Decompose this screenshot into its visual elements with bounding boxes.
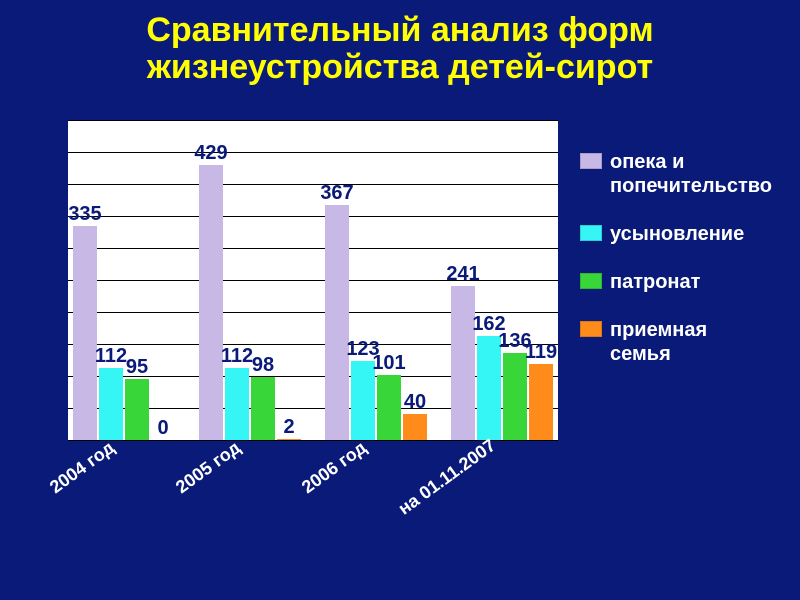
bar: 112 — [99, 368, 123, 440]
bar-group: 429112982 — [199, 165, 301, 440]
legend-item: опека ипопечительство — [580, 150, 772, 198]
bar-value-label: 95 — [126, 356, 148, 379]
bar-value-label: 119 — [525, 341, 557, 364]
bar-face — [73, 226, 97, 440]
bar: 98 — [251, 377, 275, 440]
bar: 101 — [377, 375, 401, 440]
legend: опека ипопечительство усыновление патронат… — [580, 150, 772, 390]
bar-face — [325, 205, 349, 440]
bar-face — [199, 165, 223, 440]
bar-face — [251, 377, 275, 440]
bar-face — [503, 353, 527, 440]
chart-plot-area: 0501001502002503003504004505003351129502… — [68, 120, 558, 440]
y-axis-tick: 450 — [32, 142, 62, 163]
bar-face — [451, 286, 475, 440]
legend-swatch — [580, 153, 602, 169]
bar: 2 — [277, 439, 301, 440]
legend-swatch — [580, 225, 602, 241]
y-axis-tick: 150 — [32, 334, 62, 355]
y-axis-tick: 250 — [32, 270, 62, 291]
bar-face — [99, 368, 123, 440]
legend-label: опека ипопечительство — [610, 150, 772, 198]
bar-group: 335112950 — [73, 226, 175, 440]
gridline — [68, 184, 558, 185]
bar-value-label: 335 — [68, 203, 101, 226]
x-axis-label: 2005 год — [171, 437, 244, 498]
bar-face — [277, 439, 301, 440]
bar-value-label: 429 — [194, 142, 227, 165]
gridline — [68, 120, 558, 121]
slide-title: Сравнительный анализ форм жизнеустройств… — [0, 0, 800, 87]
bar: 367 — [325, 205, 349, 440]
bar-value-label: 367 — [320, 182, 353, 205]
y-axis-tick: 350 — [32, 206, 62, 227]
bar-group: 241162136119 — [451, 286, 553, 440]
y-axis-tick: 400 — [32, 174, 62, 195]
y-axis-tick: 0 — [52, 430, 62, 451]
y-axis-tick: 50 — [42, 398, 62, 419]
bar-face — [403, 414, 427, 440]
y-axis-tick: 200 — [32, 302, 62, 323]
title-line-1: Сравнительный анализ форм — [146, 11, 653, 49]
bar: 40 — [403, 414, 427, 440]
gridline — [68, 216, 558, 217]
title-line-2: жизнеустройства детей-сирот — [147, 48, 653, 86]
bar-face — [125, 379, 149, 440]
bar-face — [377, 375, 401, 440]
legend-item: усыновление — [580, 222, 772, 246]
bar-value-label: 40 — [404, 391, 426, 414]
legend-swatch — [580, 273, 602, 289]
bar: 136 — [503, 353, 527, 440]
slide: Сравнительный анализ форм жизнеустройств… — [0, 0, 800, 600]
legend-label: приемнаясемья — [610, 318, 707, 366]
y-axis-tick: 500 — [32, 110, 62, 131]
bar-value-label: 241 — [446, 263, 479, 286]
bar-face — [225, 368, 249, 440]
bar-group: 36712310140 — [325, 205, 427, 440]
y-axis-tick: 100 — [32, 366, 62, 387]
x-axis-label: на 01.11.2007 — [394, 435, 499, 520]
x-axis-label: 2006 год — [297, 437, 370, 498]
bar-value-label: 112 — [95, 345, 127, 368]
bar-value-label: 98 — [252, 354, 274, 377]
legend-item: патронат — [580, 270, 772, 294]
bar: 95 — [125, 379, 149, 440]
legend-label: усыновление — [610, 222, 744, 246]
gridline — [68, 152, 558, 153]
legend-swatch — [580, 321, 602, 337]
y-axis-tick: 300 — [32, 238, 62, 259]
bar: 241 — [451, 286, 475, 440]
bar-value-label: 101 — [372, 352, 405, 375]
bar-value-label: 2 — [283, 416, 294, 439]
bar: 335 — [73, 226, 97, 440]
bar: 119 — [529, 364, 553, 440]
bar: 112 — [225, 368, 249, 440]
legend-item: приемнаясемья — [580, 318, 772, 366]
bar-face — [529, 364, 553, 440]
bar-value-label: 112 — [221, 345, 253, 368]
bar: 429 — [199, 165, 223, 440]
bar-value-label: 0 — [157, 417, 168, 440]
legend-label: патронат — [610, 270, 700, 294]
